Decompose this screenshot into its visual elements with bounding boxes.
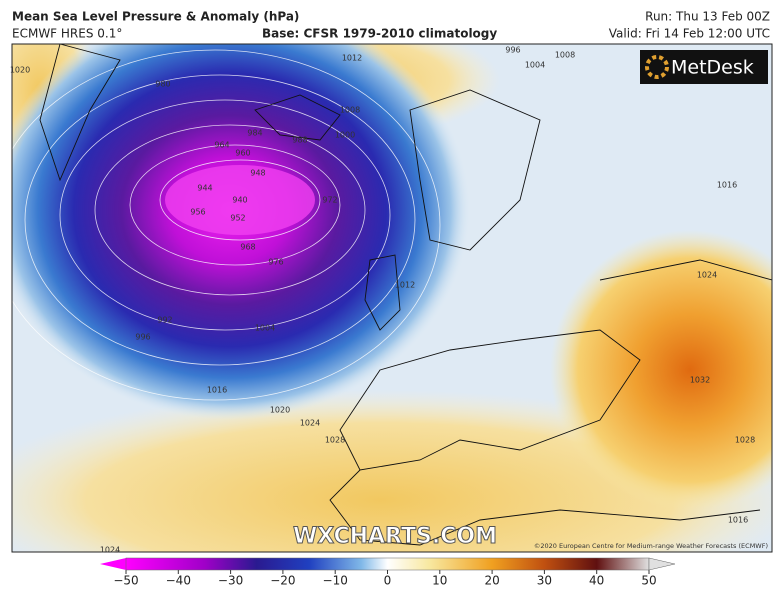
isobar-label: 1028 bbox=[325, 436, 345, 445]
logo-icon bbox=[645, 55, 669, 79]
colorbar-tick-label: −40 bbox=[166, 574, 191, 588]
isobar-label: 964 bbox=[214, 141, 229, 150]
colorbar-tick-label: −10 bbox=[323, 574, 348, 588]
logo-box bbox=[640, 50, 768, 84]
isobar-label: 988 bbox=[292, 136, 307, 145]
colorbar-tick-label: 40 bbox=[589, 574, 604, 588]
base: Base: CFSR 1979-2010 climatology bbox=[262, 27, 497, 41]
isobar-label: 1024 bbox=[100, 546, 120, 555]
colorbar-max-arrow bbox=[648, 557, 676, 571]
isobar-label: 1000 bbox=[335, 131, 355, 140]
isobar-label: 1032 bbox=[690, 376, 710, 385]
colorbar bbox=[125, 557, 650, 571]
isobar-label: 1016 bbox=[728, 516, 748, 525]
isobar-label: 1004 bbox=[255, 324, 275, 333]
isobar-label: 1012 bbox=[342, 54, 362, 63]
isobar-label: 1024 bbox=[697, 271, 717, 280]
isobar-label: 996 bbox=[135, 333, 150, 342]
isobar-label: 944 bbox=[197, 184, 212, 193]
isobar-label: 956 bbox=[190, 208, 205, 217]
colorbar-tick-label: −20 bbox=[270, 574, 295, 588]
model: ECMWF HRES 0.1° bbox=[12, 27, 122, 41]
colorbar-tick-label: 20 bbox=[484, 574, 499, 588]
isobar-label: 992 bbox=[157, 316, 172, 325]
isobar-label: 948 bbox=[250, 169, 265, 178]
colorbar-tick-label: 10 bbox=[432, 574, 447, 588]
valid: Valid: Fri 14 Feb 12:00 UTC bbox=[609, 27, 770, 41]
copyright: ©2020 European Centre for Medium-range W… bbox=[534, 542, 768, 550]
isobar-label: 1008 bbox=[555, 51, 575, 60]
logo: MetDesk bbox=[671, 57, 754, 79]
isobar-label: 980 bbox=[155, 80, 170, 89]
isobar-label: 960 bbox=[235, 149, 250, 158]
isobar-label: 1008 bbox=[340, 106, 360, 115]
isobar-label: 976 bbox=[268, 258, 283, 267]
isobar-label: 1028 bbox=[735, 436, 755, 445]
isobar-label: 940 bbox=[232, 196, 247, 205]
run: Run: Thu 13 Feb 00Z bbox=[645, 10, 770, 24]
isobar-labels: 980 984 964 960 948 944 940 956 952 972 968 976 988 1… bbox=[10, 46, 755, 555]
isobar-label: 1004 bbox=[525, 61, 545, 70]
isobar-label: 968 bbox=[240, 243, 255, 252]
isobar-label: 1016 bbox=[207, 386, 227, 395]
isobar-label: 1020 bbox=[10, 66, 30, 75]
watermark: WXCHARTS.COM bbox=[293, 524, 497, 549]
colorbar-min-arrow bbox=[100, 558, 126, 570]
colorbar-tick-label: 30 bbox=[537, 574, 552, 588]
isobar-label: 972 bbox=[322, 196, 337, 205]
isobar-label: 1020 bbox=[270, 406, 290, 415]
colorbar-tick-label: −30 bbox=[218, 574, 243, 588]
title: Mean Sea Level Pressure & Anomaly (hPa) bbox=[12, 10, 299, 24]
isobar-label: 1024 bbox=[300, 419, 320, 428]
colorbar-ticks: −50 −40 −30 −20 −10 0 10 20 30 40 50 bbox=[113, 570, 657, 588]
isobar-label: 952 bbox=[230, 214, 245, 223]
colorbar-tick-label: −50 bbox=[113, 574, 138, 588]
isobar-label: 1012 bbox=[395, 281, 415, 290]
isobar-label: 996 bbox=[505, 46, 520, 55]
isobar-label: 1016 bbox=[717, 181, 737, 190]
colorbar-tick-label: 50 bbox=[641, 574, 656, 588]
colorbar-tick-label: 0 bbox=[384, 574, 392, 588]
map-frame bbox=[11, 43, 773, 553]
isobar-label: 984 bbox=[247, 129, 262, 138]
